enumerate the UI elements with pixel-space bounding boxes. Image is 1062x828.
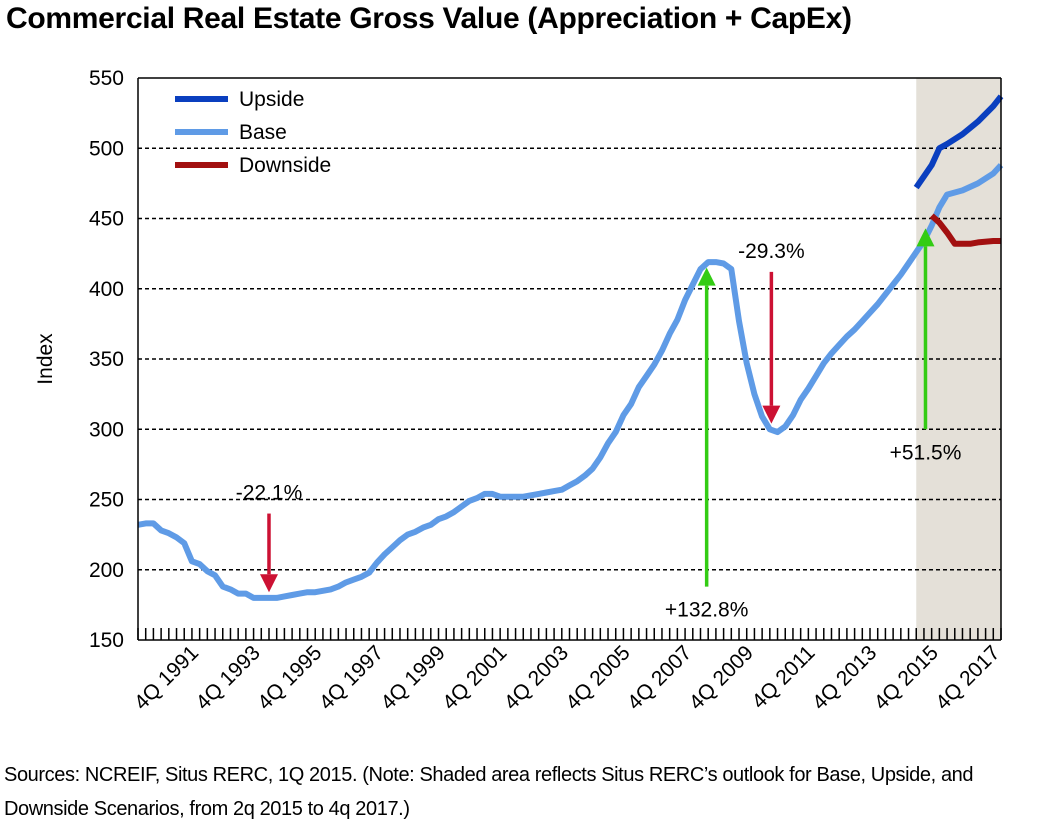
series-line-downside (929, 213, 1001, 247)
x-tick-label: 4Q 1993 (192, 641, 265, 714)
x-tick-label: 4Q 2003 (500, 641, 573, 714)
annotation-arrow-head (697, 267, 716, 286)
x-tick-label: 4Q 2015 (870, 641, 943, 714)
annotation-label: -29.3% (738, 240, 805, 263)
legend: Upside Base Downside (175, 88, 331, 177)
x-tick-label: 4Q 2011 (747, 641, 819, 713)
x-tick-label: 4Q 2005 (561, 641, 634, 714)
legend-label-base: Base (239, 121, 287, 144)
series-line-base (137, 163, 1004, 601)
series-lines (137, 94, 1004, 601)
x-tick-label: 4Q 2001 (438, 641, 511, 714)
x-tick-label: 4Q 1999 (377, 641, 450, 714)
gridlines (138, 147, 1001, 571)
y-tick-label: 400 (89, 278, 124, 301)
x-tick-label: 4Q 2009 (685, 641, 758, 714)
y-tick-label: 500 (89, 137, 124, 160)
annotation-label: +51.5% (890, 441, 962, 464)
y-axis-title-text: Index (34, 333, 57, 385)
sources-note: Sources: NCREIF, Situs RERC, 1Q 2015. (N… (4, 764, 974, 820)
annotation-arrow-head (259, 574, 278, 593)
legend-label-downside: Downside (239, 154, 331, 177)
series-line-upside (913, 94, 1004, 190)
legend-label-upside: Upside (239, 88, 304, 111)
y-tick-label: 150 (89, 629, 124, 652)
x-tick-label: 4Q 2013 (808, 641, 881, 714)
y-tick-label: 250 (89, 489, 124, 512)
x-tick-label: 4Q 2007 (623, 641, 696, 714)
axes-frame (137, 77, 1002, 641)
chart-svg: -22.1% +132.8% -29.3% +51.5% 150 200 250 300 35… (34, 67, 1005, 715)
x-tick-label: 4Q 2017 (931, 641, 1004, 714)
annotation-arrow-head (762, 405, 781, 424)
y-tick-label: 550 (89, 67, 124, 90)
y-tick-label: 300 (89, 418, 124, 441)
annotation-label: +132.8% (665, 599, 749, 622)
annotation-label: -22.1% (236, 482, 303, 505)
annotations: -22.1% +132.8% -29.3% +51.5% (236, 228, 962, 622)
y-tick-label: 200 (89, 559, 124, 582)
x-tick-label: 4Q 1997 (315, 641, 388, 714)
y-tick-label: 350 (89, 348, 124, 371)
y-axis-tick-labels: 150 200 250 300 350 400 450 500 550 (89, 67, 124, 652)
chart-title: Commercial Real Estate Gross Value (Appr… (6, 2, 852, 35)
x-tick-label: 4Q 1995 (253, 641, 326, 714)
y-axis-title: Index (34, 333, 57, 385)
x-axis-minor-ticks (137, 628, 1002, 640)
x-tick-label: 4Q 1991 (130, 641, 203, 714)
annotation-arrow-head (916, 228, 935, 247)
y-tick-label: 450 (89, 208, 124, 231)
